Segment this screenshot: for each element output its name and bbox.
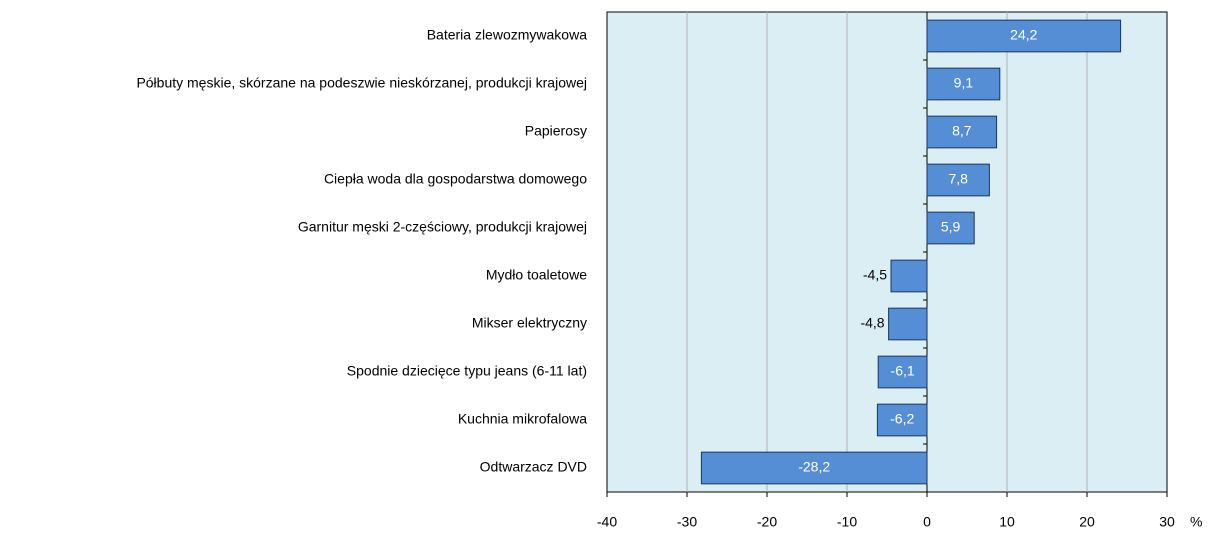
value-label: 7,8 (948, 171, 968, 187)
x-tick-label: -30 (677, 514, 697, 530)
value-label: -6,2 (890, 411, 914, 427)
value-label: 24,2 (1010, 27, 1037, 43)
x-tick-label: -20 (757, 514, 777, 530)
y-tick-label: Półbuty męskie, skórzane na podeszwie ni… (136, 75, 587, 91)
value-label: 9,1 (954, 75, 974, 91)
y-tick-label: Spodnie dziecięce typu jeans (6-11 lat) (347, 363, 587, 379)
bar (876, 403, 928, 437)
y-tick-label: Bateria zlewozmywakowa (427, 27, 587, 43)
x-tick-label: 0 (923, 514, 931, 530)
y-tick-label: Mydło toaletowe (486, 267, 587, 283)
bar (926, 67, 1001, 101)
value-label: 8,7 (952, 123, 972, 139)
bar (890, 259, 928, 293)
x-tick-label: -10 (837, 514, 857, 530)
bar (926, 211, 975, 245)
value-label: 5,9 (941, 219, 961, 235)
y-tick-label: Kuchnia mikrofalowa (458, 411, 587, 427)
y-tick-label: Papierosy (525, 123, 587, 139)
bar (877, 355, 928, 389)
x-tick-label: 10 (999, 514, 1015, 530)
y-tick-label: Odtwarzacz DVD (480, 459, 587, 475)
x-tick-label: -40 (597, 514, 617, 530)
y-tick-label: Garnitur męski 2-częściowy, produkcji kr… (298, 219, 587, 235)
bar (926, 19, 1122, 53)
bar (888, 307, 928, 341)
x-axis-label: % (1190, 514, 1202, 530)
bar (700, 451, 928, 485)
bar (926, 163, 990, 197)
bar (926, 115, 998, 149)
y-tick-label: Ciepła woda dla gospodarstwa domowego (324, 171, 587, 187)
value-label: -28,2 (798, 459, 830, 475)
value-label: -4,5 (863, 267, 887, 283)
value-label: -6,1 (891, 363, 915, 379)
x-tick-label: 30 (1159, 514, 1175, 530)
x-tick-label: 20 (1079, 514, 1095, 530)
value-label: -4,8 (860, 315, 884, 331)
y-tick-label: Mikser elektryczny (472, 315, 587, 331)
